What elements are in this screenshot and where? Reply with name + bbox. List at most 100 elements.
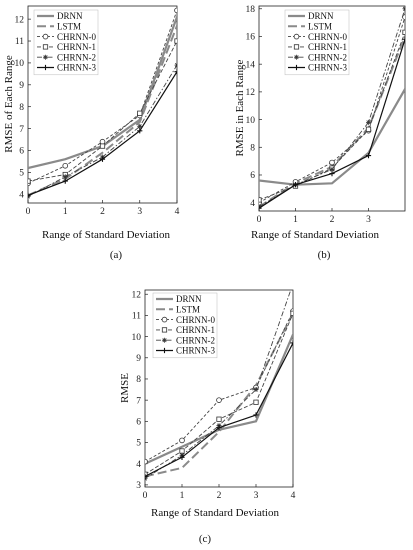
- data-point-chrnn-3: [99, 156, 106, 162]
- legend-marker: [162, 337, 167, 343]
- legend-marker: [42, 33, 49, 40]
- legend-entry: CHRNN-2: [176, 335, 215, 345]
- data-point-chrnn-2: [329, 166, 335, 172]
- legend-entry: DRNN: [308, 11, 334, 21]
- data-point-chrnn-3: [402, 36, 405, 42]
- legend-entry: CHRNN-1: [57, 42, 96, 52]
- x-tick-label: 1: [180, 491, 185, 501]
- series-line-drnn: [259, 88, 405, 186]
- y-tick-label: 9: [19, 81, 24, 91]
- data-point-chrnn-1: [137, 110, 143, 116]
- legend-marker: [293, 64, 300, 71]
- data-point-chrnn-2: [137, 123, 143, 129]
- legend-box: [33, 9, 99, 76]
- data-point-chrnn-2: [174, 62, 177, 68]
- x-tick-label: 4: [175, 207, 180, 217]
- data-point-chrnn-1: [179, 448, 185, 454]
- x-tick-label: 3: [254, 491, 259, 501]
- legend-entry: CHRNN-3: [57, 63, 97, 73]
- series-line-chrnn-3: [145, 342, 293, 477]
- y-tick-label: 12: [15, 15, 25, 25]
- legend-marker: [42, 44, 49, 50]
- legend-entry: CHRNN-0: [176, 315, 216, 325]
- legend-marker: [293, 44, 300, 50]
- y-tick-label: 11: [132, 312, 141, 322]
- data-point-chrnn-1: [28, 178, 31, 184]
- y-axis-label: RMSE: [119, 373, 131, 403]
- legend-marker: [161, 316, 168, 323]
- data-point-chrnn-0: [62, 162, 69, 169]
- x-tick-label: 1: [293, 215, 298, 225]
- data-point-chrnn-1: [259, 197, 262, 203]
- x-tick-label: 2: [100, 207, 105, 217]
- y-tick-label: 12: [246, 88, 256, 98]
- y-tick-label: 10: [132, 333, 142, 343]
- legend-marker: [293, 33, 300, 40]
- legend-entry: CHRNN-3: [176, 346, 216, 356]
- series-line-chrnn-3: [28, 71, 177, 196]
- data-point-chrnn-1: [290, 310, 293, 316]
- y-tick-label: 7: [136, 396, 141, 406]
- data-point-chrnn-3: [290, 340, 293, 346]
- y-tick-label: 16: [246, 33, 256, 43]
- x-axis-label: Range of Standard Deviation: [151, 507, 279, 519]
- legend-entry: LSTM: [57, 22, 81, 32]
- legend-entry: CHRNN-3: [308, 63, 348, 73]
- y-tick-label: 6: [136, 418, 141, 428]
- y-tick-label: 10: [15, 59, 25, 69]
- y-axis-label: RMSE of Each Range: [3, 55, 15, 153]
- x-tick-label: 4: [291, 491, 296, 501]
- data-point-chrnn-1: [365, 126, 372, 132]
- legend-marker: [294, 54, 299, 60]
- legend-entry: CHRNN-1: [176, 325, 215, 335]
- data-point-chrnn-3: [329, 171, 335, 177]
- legend-marker: [43, 54, 48, 60]
- y-tick-label: 14: [246, 60, 256, 70]
- panel-label: (b): [318, 249, 331, 261]
- data-point-chrnn-1: [99, 143, 106, 149]
- data-point-chrnn-3: [62, 178, 68, 184]
- panel-label: (a): [110, 249, 123, 261]
- data-point-chrnn-1: [402, 29, 405, 35]
- data-point-chrnn-0: [145, 458, 148, 465]
- data-point-chrnn-3: [137, 128, 143, 134]
- data-point-chrnn-2: [402, 6, 405, 12]
- y-tick-label: 11: [15, 37, 24, 47]
- legend-entry: LSTM: [176, 305, 200, 315]
- y-axis-label: RMSE in Each Range: [234, 59, 246, 156]
- legend-entry: CHRNN-2: [308, 52, 347, 62]
- data-point-chrnn-3: [145, 473, 148, 480]
- x-tick-label: 2: [217, 491, 222, 501]
- x-axis-label: Range of Standard Deviation: [42, 229, 170, 241]
- y-tick-label: 4: [250, 199, 255, 209]
- data-point-chrnn-3: [259, 205, 262, 211]
- data-point-chrnn-1: [216, 416, 222, 422]
- data-point-chrnn-2: [253, 387, 259, 393]
- data-point-chrnn-3: [174, 69, 177, 75]
- data-point-chrnn-2: [366, 119, 371, 125]
- data-point-chrnn-3: [179, 454, 185, 460]
- y-tick-label: 8: [250, 143, 255, 153]
- y-tick-label: 6: [19, 147, 24, 157]
- x-tick-label: 0: [257, 215, 262, 225]
- legend-marker: [161, 347, 168, 354]
- series-line-chrnn-0: [259, 16, 405, 204]
- plot-area: [145, 290, 293, 482]
- x-tick-label: 3: [137, 207, 142, 217]
- y-tick-label: 3: [136, 481, 141, 491]
- data-point-chrnn-3: [292, 182, 299, 188]
- legend-entry: DRNN: [176, 294, 202, 304]
- legend-entry: DRNN: [57, 11, 83, 21]
- y-tick-label: 5: [19, 169, 24, 179]
- plot-area: [28, 7, 177, 199]
- data-point-chrnn-0: [329, 159, 335, 166]
- panel-label: (c): [199, 533, 212, 545]
- y-tick-label: 9: [136, 354, 141, 364]
- data-point-chrnn-1: [253, 399, 259, 405]
